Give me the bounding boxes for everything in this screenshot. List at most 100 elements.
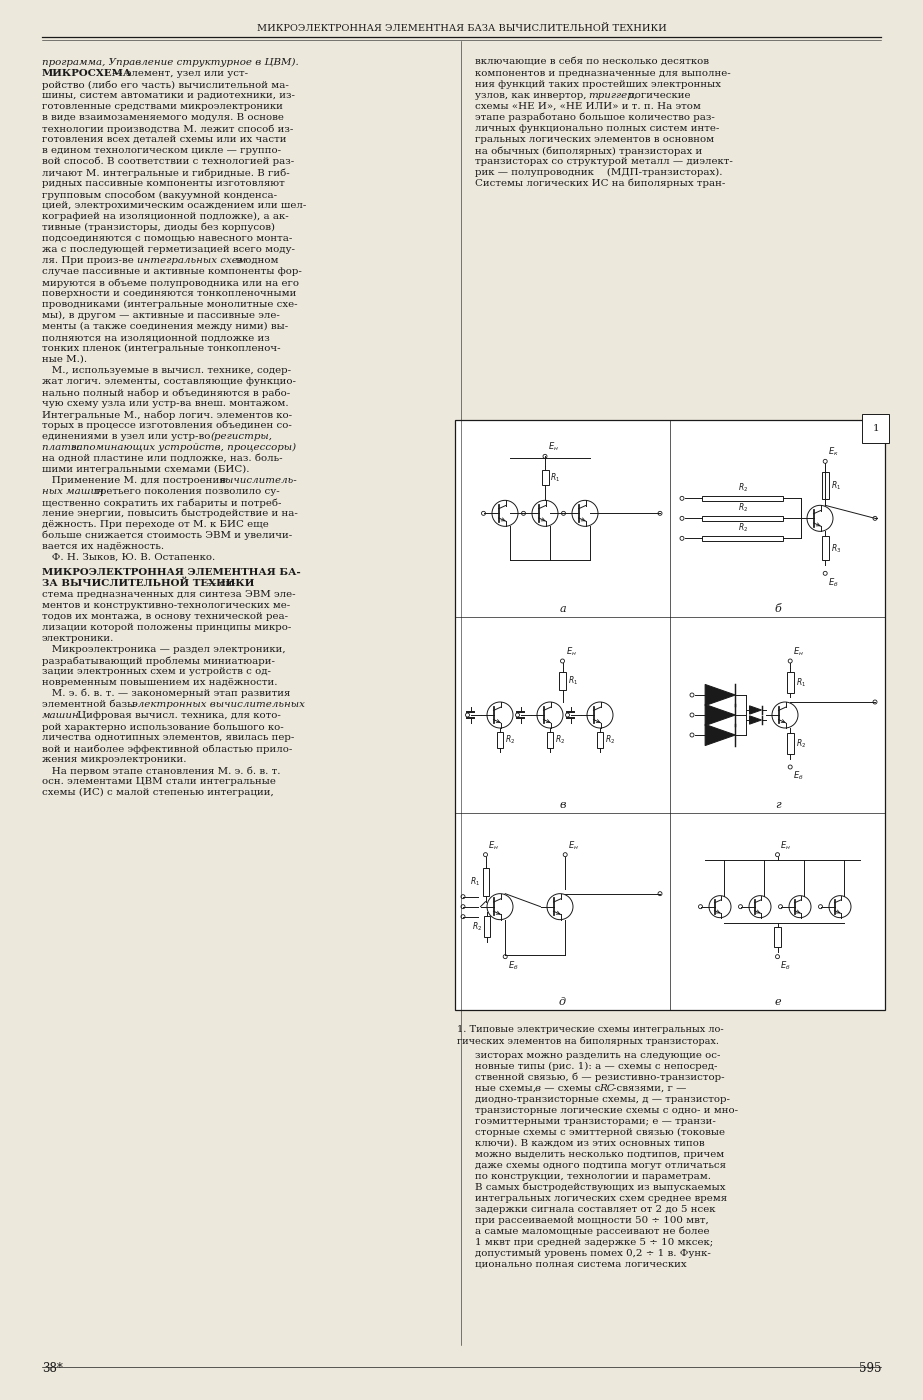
Text: ление энергии, повысить быстродействие и на-: ление энергии, повысить быстродействие и… — [42, 510, 298, 518]
Text: $R_2$: $R_2$ — [605, 734, 616, 746]
Polygon shape — [749, 706, 761, 714]
Text: узлов, как инвертор,: узлов, как инвертор, — [475, 91, 590, 99]
Bar — [702, 536, 784, 540]
Text: — си-: — си- — [203, 580, 235, 588]
Text: Цифровая вычисл. техника, для кото-: Цифровая вычисл. техника, для кото- — [74, 711, 281, 720]
Text: групповым способом (вакуумной конденса-: групповым способом (вакуумной конденса- — [42, 190, 277, 199]
Text: лизации которой положены принципы микро-: лизации которой положены принципы микро- — [42, 623, 292, 631]
Polygon shape — [705, 704, 736, 725]
Text: интегральных схем: интегральных схем — [137, 256, 246, 265]
Text: рой характерно использование большого ко-: рой характерно использование большого ко… — [42, 722, 283, 731]
Bar — [821, 472, 829, 500]
Text: запоминающих устройств, процессоры): запоминающих устройств, процессоры) — [71, 442, 296, 452]
Text: стема предназначенных для синтеза ЭВМ эле-: стема предназначенных для синтеза ЭВМ эл… — [42, 589, 295, 599]
Text: тодов их монтажа, в основу технической реа-: тодов их монтажа, в основу технической р… — [42, 612, 288, 622]
Text: в виде взаимозаменяемого модуля. В основе: в виде взаимозаменяемого модуля. В основ… — [42, 113, 284, 122]
Text: зисторах можно разделить на следующие ос-: зисторах можно разделить на следующие ос… — [475, 1051, 721, 1060]
Text: технологии производства М. лежит способ из-: технологии производства М. лежит способ … — [42, 125, 294, 133]
Text: а самые маломощные рассеивают не более: а самые маломощные рассеивают не более — [475, 1226, 710, 1236]
Text: $E_б$: $E_б$ — [509, 959, 519, 972]
Text: новременным повышением их надёжности.: новременным повышением их надёжности. — [42, 678, 278, 687]
Bar — [483, 868, 488, 896]
Text: $E_н$: $E_н$ — [488, 839, 499, 851]
Text: ключи). В каждом из этих основных типов: ключи). В каждом из этих основных типов — [475, 1140, 704, 1148]
Text: жа с последующей герметизацией всего моду-: жа с последующей герметизацией всего мод… — [42, 245, 295, 253]
Text: $E_н$: $E_н$ — [793, 645, 804, 658]
Bar — [702, 515, 784, 521]
Text: $R_2$: $R_2$ — [555, 734, 565, 746]
Text: в: в — [559, 801, 566, 811]
Text: вается их надёжность.: вается их надёжность. — [42, 542, 164, 552]
Text: $E_н$: $E_н$ — [569, 839, 579, 851]
Text: задержки сигнала составляет от 2 до 5 нсек: задержки сигнала составляет от 2 до 5 нс… — [475, 1205, 715, 1214]
Text: $E_н$: $E_н$ — [548, 441, 559, 454]
Text: личества однотипных элементов, явилась пер-: личества однотипных элементов, явилась п… — [42, 734, 294, 742]
Polygon shape — [705, 685, 736, 706]
Text: $R_1$: $R_1$ — [550, 470, 560, 483]
Text: платы: платы — [42, 442, 83, 452]
Text: ния функций таких простейших электронных: ния функций таких простейших электронных — [475, 80, 721, 90]
Text: — элемент, узел или уст-: — элемент, узел или уст- — [109, 69, 248, 78]
Bar — [547, 732, 553, 749]
Text: Микроэлектроника — раздел электроники,: Микроэлектроника — раздел электроники, — [42, 645, 285, 654]
Text: машин.: машин. — [42, 711, 83, 720]
Text: ля. При произ-ве: ля. При произ-ве — [42, 256, 137, 265]
Text: $E_н$: $E_н$ — [566, 645, 577, 658]
Text: ройство (либо его часть) вычислительной ма-: ройство (либо его часть) вычислительной … — [42, 80, 289, 90]
Text: тивные (транзисторы, диоды без корпусов): тивные (транзисторы, диоды без корпусов) — [42, 223, 275, 232]
Text: е: е — [774, 997, 781, 1007]
Text: б: б — [774, 603, 781, 613]
Text: диодно-транзисторные схемы, д — транзистор-: диодно-транзисторные схемы, д — транзист… — [475, 1095, 730, 1105]
Text: шины, систем автоматики и радиотехники, из-: шины, систем автоматики и радиотехники, … — [42, 91, 295, 99]
Text: $R_1$: $R_1$ — [568, 675, 578, 687]
Text: гральных логических элементов в основном: гральных логических элементов в основном — [475, 134, 714, 144]
Bar — [542, 469, 548, 484]
Text: г: г — [774, 801, 780, 811]
Text: $R_2$: $R_2$ — [796, 738, 806, 750]
Text: при рассеиваемой мощности 50 ÷ 100 мвт,: при рассеиваемой мощности 50 ÷ 100 мвт, — [475, 1217, 709, 1225]
Text: в одном: в одном — [233, 256, 279, 265]
Text: можно выделить несколько подтипов, причем: можно выделить несколько подтипов, приче… — [475, 1149, 725, 1159]
Text: менты (а также соединения между ними) вы-: менты (а также соединения между ними) вы… — [42, 322, 288, 332]
Text: дёжность. При переходе от М. к БИС еще: дёжность. При переходе от М. к БИС еще — [42, 519, 269, 529]
Text: ридных пассивные компоненты изготовляют: ридных пассивные компоненты изготовляют — [42, 179, 285, 188]
Text: 38*: 38* — [42, 1362, 63, 1375]
Text: кографией на изоляционной подложке), а ак-: кографией на изоляционной подложке), а а… — [42, 211, 289, 221]
Text: интегральных логических схем среднее время: интегральных логических схем среднее вре… — [475, 1194, 727, 1203]
Text: $E_б$: $E_б$ — [793, 770, 804, 783]
Text: $E_б$: $E_б$ — [781, 959, 791, 972]
Text: даже схемы одного подтипа могут отличаться: даже схемы одного подтипа могут отличать… — [475, 1161, 726, 1170]
Text: зации электронных схем и устройств с од-: зации электронных схем и устройств с од- — [42, 666, 271, 676]
Text: 595: 595 — [858, 1362, 881, 1375]
Bar — [702, 496, 784, 501]
Text: ные схемы,: ные схемы, — [475, 1084, 539, 1093]
Text: схемы «НЕ И», «НЕ ИЛИ» и т. п. На этом: схемы «НЕ И», «НЕ ИЛИ» и т. п. На этом — [475, 102, 701, 111]
Text: разрабатывающий проблемы миниатюари-: разрабатывающий проблемы миниатюари- — [42, 657, 275, 665]
Text: мируются в объеме полупроводника или на его: мируются в объеме полупроводника или на … — [42, 279, 299, 287]
Text: ментов и конструктивно-технологических ме-: ментов и конструктивно-технологических м… — [42, 601, 290, 610]
Text: нально полный набор и объединяются в рабо-: нально полный набор и объединяются в раб… — [42, 388, 290, 398]
Text: МИКРОЭЛЕКТРОННАЯ ЭЛЕМЕНТНАЯ БАЗА ВЫЧИСЛИТЕЛЬНОЙ ТЕХНИКИ: МИКРОЭЛЕКТРОННАЯ ЭЛЕМЕНТНАЯ БАЗА ВЫЧИСЛИ… — [258, 24, 667, 34]
Text: новные типы (рис. 1): а — схемы с непосред-: новные типы (рис. 1): а — схемы с непоср… — [475, 1063, 717, 1071]
Text: $E_к$: $E_к$ — [828, 445, 839, 458]
Text: больше снижается стоимость ЭВМ и увеличи-: больше снижается стоимость ЭВМ и увеличи… — [42, 531, 293, 540]
Polygon shape — [705, 724, 736, 746]
Text: ственной связью, б — резистивно-транзистор-: ственной связью, б — резистивно-транзист… — [475, 1072, 725, 1082]
Text: личают М. интегральные и гибридные. В гиб-: личают М. интегральные и гибридные. В ги… — [42, 168, 290, 178]
Text: триггер,: триггер, — [588, 91, 637, 99]
Text: $E_б$: $E_б$ — [828, 577, 839, 589]
Bar — [559, 672, 566, 690]
Text: гоэмиттерными транзисторами; е — транзи-: гоэмиттерными транзисторами; е — транзи- — [475, 1117, 716, 1126]
Bar — [484, 916, 490, 937]
Text: $R_3$: $R_3$ — [831, 542, 841, 554]
Bar — [597, 732, 603, 749]
Text: мы), в другом — активные и пассивные эле-: мы), в другом — активные и пассивные эле… — [42, 311, 280, 321]
Text: $R_2$: $R_2$ — [737, 482, 748, 494]
Text: МИКРОЭЛЕКТРОННАЯ ЭЛЕМЕНТНАЯ БА-: МИКРОЭЛЕКТРОННАЯ ЭЛЕМЕНТНАЯ БА- — [42, 568, 301, 577]
Text: ЗА ВЫЧИСЛИТЕЛЬНОЙ ТЕХНИКИ: ЗА ВЫЧИСЛИТЕЛЬНОЙ ТЕХНИКИ — [42, 580, 255, 588]
Text: единениями в узел или устр-во: единениями в узел или устр-во — [42, 433, 213, 441]
Text: Применение М. для построения: Применение М. для построения — [42, 476, 229, 484]
Text: ционально полная система логических: ционально полная система логических — [475, 1260, 687, 1268]
Text: по конструкции, технологии и параметрам.: по конструкции, технологии и параметрам. — [475, 1172, 711, 1182]
Text: готовленные средствами микроэлектроники: готовленные средствами микроэлектроники — [42, 102, 282, 111]
